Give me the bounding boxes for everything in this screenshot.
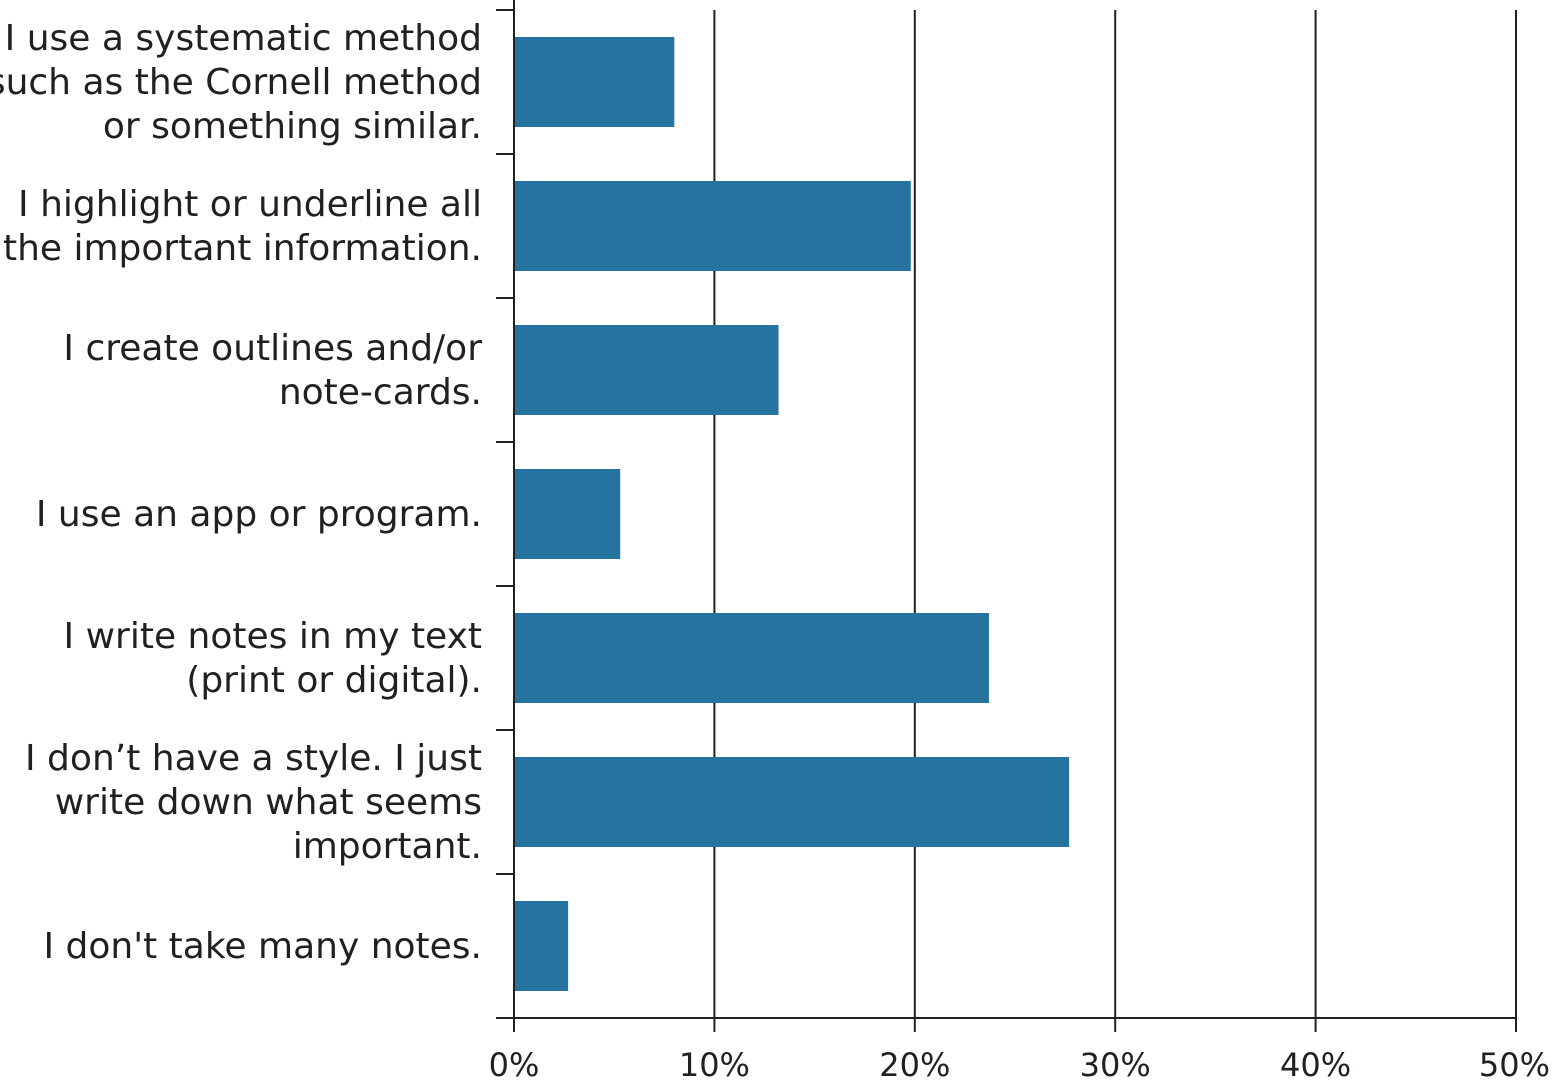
x-tick-label-30: 30% [1080,1046,1151,1084]
category-label-line: I don't take many notes. [43,926,482,967]
category-label-1: I use a systematic method such as the Cor… [0,18,482,147]
bar-1 [514,37,675,127]
category-label-line: such as the Cornell method [0,62,482,103]
bars [514,37,1070,991]
axes [496,0,1517,1032]
category-label-line: I highlight or underline all [18,184,482,225]
x-tick-label-50: 50% [1479,1046,1550,1084]
category-label-6: I don’t have a style. I just write down w… [25,738,482,867]
category-label-line: I write notes in my text [64,616,482,657]
x-tick-label-0: 0% [489,1046,540,1084]
category-label-line: write down what seems [55,782,482,823]
category-label-line: I create outlines and/or [63,328,482,369]
category-label-line: I don’t have a style. I just [25,738,482,779]
category-label-7: I don't take many notes. [43,926,482,967]
gridlines [713,10,1517,1018]
x-tick-label-20: 20% [879,1046,950,1084]
category-label-5: I write notes in my text (print or digita… [64,616,482,701]
bar-7 [514,901,569,991]
bar-3 [514,325,779,415]
bar-5 [514,613,989,703]
bar-6 [514,757,1070,847]
bar-2 [514,181,911,271]
category-label-line: or something similar. [103,106,482,147]
category-label-line: I use a systematic method [5,18,482,59]
category-label-line: note-cards. [279,372,482,413]
category-label-3: I create outlines and/or note-cards. [63,328,482,413]
bar-4 [514,469,621,559]
category-label-line: important. [293,826,482,867]
category-label-line: (print or digital). [186,660,482,701]
x-tick-label-40: 40% [1280,1046,1351,1084]
category-label-line: I use an app or program. [36,494,482,535]
category-label-2: I highlight or underline all the importan… [3,184,482,269]
category-labels: I use a systematic method such as the Cor… [0,18,482,967]
category-label-4: I use an app or program. [36,494,482,535]
category-label-line: the important information. [3,228,482,269]
x-tick-labels: 0% 10% 20% 30% 40% 50% [489,1046,1550,1084]
x-tick-label-10: 10% [679,1046,750,1084]
